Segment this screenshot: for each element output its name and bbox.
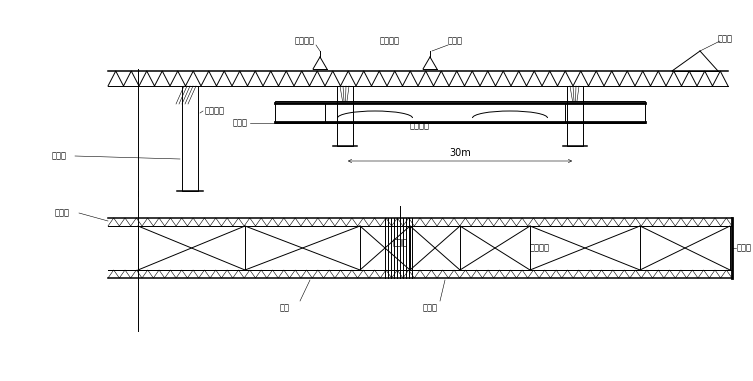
Text: 主梁: 主梁 [280,303,290,312]
Text: 后支腿: 后支腿 [718,35,733,43]
Text: 无定梁: 无定梁 [422,303,437,312]
Bar [567,86,583,146]
Text: 油压系统: 油压系统 [380,36,400,45]
Text: 元宝架: 元宝架 [392,239,407,248]
Text: 30m: 30m [449,148,471,158]
Text: 中支腿: 中支腿 [233,118,248,128]
Bar [337,86,353,146]
Text: 吸吸天车: 吸吸天车 [295,36,315,45]
Text: 后框架: 后框架 [737,243,752,253]
Text: 中支腿: 中支腿 [447,36,462,45]
Text: 临时支撑: 临时支撑 [530,243,550,253]
Text: 前支腿: 前支腿 [52,152,67,160]
Text: 前框架: 前框架 [55,208,70,218]
Bar [275,101,645,123]
Bar [182,86,198,191]
Text: 收缩吸架: 收缩吸架 [205,107,225,115]
Text: 吸重系统: 吸重系统 [410,121,430,130]
